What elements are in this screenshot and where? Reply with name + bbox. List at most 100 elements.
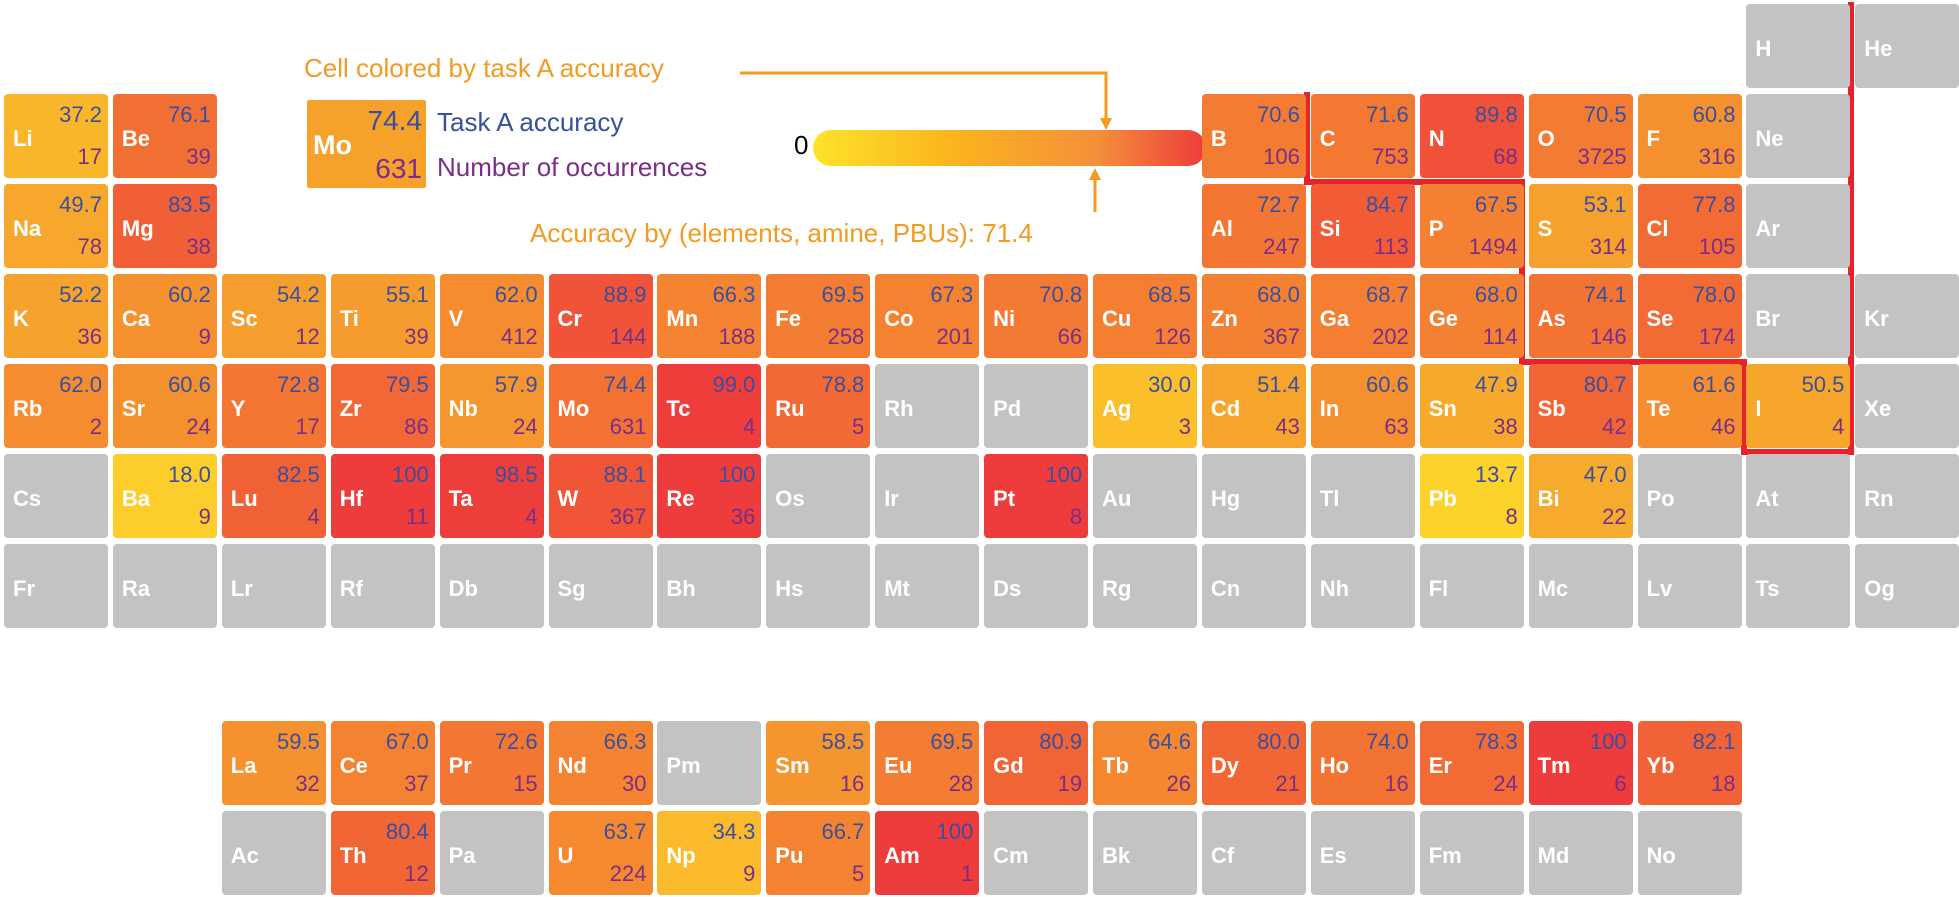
element-count: 24	[513, 414, 538, 439]
element-cell-ru: Ru 78.8 5	[766, 364, 871, 448]
element-symbol: Dy	[1210, 753, 1240, 778]
element-count: 201	[936, 324, 974, 349]
element-accuracy: 89.8	[1474, 102, 1518, 127]
element-symbol: Rh	[884, 396, 914, 421]
element-cell-pd: Pd	[984, 364, 1089, 448]
element-cell-he: He	[1855, 4, 1959, 88]
element-symbol: Tm	[1537, 753, 1571, 778]
element-symbol: Pd	[993, 396, 1022, 421]
element-cell-ho: Ho 74.0 16	[1310, 721, 1415, 805]
element-count: 105	[1698, 234, 1736, 259]
element-count: 32	[295, 771, 320, 796]
element-symbol: K	[13, 306, 29, 331]
element-count: 12	[404, 861, 429, 886]
element-cell-md: Md	[1528, 811, 1633, 895]
element-symbol: O	[1537, 126, 1555, 151]
element-symbol: Si	[1319, 216, 1341, 241]
element-symbol: Sm	[775, 753, 810, 778]
element-count: 5	[852, 861, 865, 886]
element-symbol: Ac	[230, 843, 259, 868]
element-symbol: Zr	[339, 396, 362, 421]
element-cell-cf: Cf	[1201, 811, 1306, 895]
element-count: 753	[1372, 144, 1409, 169]
element-count: 3725	[1577, 144, 1627, 169]
element-cell-i: I 50.5 4	[1746, 364, 1851, 448]
element-accuracy: 80.9	[1039, 729, 1083, 754]
element-cell-ag: Ag 30.0 3	[1093, 364, 1197, 448]
element-cell-fe: Fe 69.5 258	[766, 274, 871, 358]
element-cell-hg: Hg	[1201, 454, 1306, 538]
element-accuracy: 47.9	[1474, 372, 1518, 397]
element-accuracy: 49.7	[59, 192, 102, 217]
element-cell-gd: Gd 80.9 19	[984, 721, 1089, 805]
element-accuracy: 69.5	[930, 729, 974, 754]
element-symbol: Ar	[1755, 216, 1780, 241]
element-count: 3	[1178, 414, 1191, 439]
element-symbol: Fe	[775, 306, 801, 331]
element-cell-mt: Mt	[875, 544, 980, 628]
element-count: 15	[513, 771, 538, 796]
element-accuracy: 88.1	[603, 462, 647, 487]
element-cell-ni: Ni 70.8 66	[984, 274, 1089, 358]
element-cell-mc: Mc	[1528, 544, 1633, 628]
element-symbol: I	[1755, 396, 1762, 421]
element-accuracy: 70.5	[1583, 102, 1627, 127]
element-cell-nb: Nb 57.9 24	[439, 364, 544, 448]
element-count: 12	[295, 324, 320, 349]
element-cell-tl: Tl	[1310, 454, 1415, 538]
element-cell-ti: Ti 55.1 39	[330, 274, 435, 358]
element-cell-ds: Ds	[984, 544, 1089, 628]
element-count: 314	[1589, 234, 1627, 259]
element-count: 8	[1069, 504, 1083, 529]
element-cell-ne: Ne	[1746, 94, 1851, 178]
element-symbol: Mc	[1537, 576, 1569, 601]
element-symbol: Rg	[1102, 576, 1132, 601]
element-symbol: Au	[1102, 486, 1132, 511]
element-symbol: N	[1428, 126, 1445, 151]
element-count: 11	[405, 504, 429, 529]
element-count: 5	[852, 414, 865, 439]
element-cell-fr: Fr	[4, 544, 108, 628]
element-count: 188	[718, 324, 756, 349]
legend-example-count: 631	[375, 153, 422, 184]
element-symbol: Cr	[557, 306, 582, 331]
element-cell-rg: Rg	[1093, 544, 1197, 628]
legend-example-accuracy: 74.4	[367, 105, 423, 136]
element-symbol: Md	[1537, 843, 1570, 868]
element-cell-h: H	[1746, 4, 1851, 88]
element-cell-pb: Pb 13.7 8	[1419, 454, 1524, 538]
element-accuracy: 68.0	[1474, 282, 1518, 307]
element-cell-cu: Cu 68.5 126	[1093, 274, 1197, 358]
element-count: 113	[1373, 234, 1409, 259]
element-symbol: Db	[448, 576, 478, 601]
element-symbol: Cs	[13, 486, 42, 511]
element-cell-ta: Ta 98.5 4	[439, 454, 544, 538]
element-cell-dy: Dy 80.0 21	[1201, 721, 1306, 805]
overall-accuracy-label: Accuracy by (elements, amine, PBUs): 71.…	[530, 218, 1033, 248]
element-accuracy: 52.2	[59, 282, 102, 307]
element-cell-mo: Mo 74.4 631	[548, 364, 653, 448]
element-symbol: H	[1755, 36, 1772, 61]
element-cell-fm: Fm	[1419, 811, 1524, 895]
element-cell-cr: Cr 88.9 144	[548, 274, 653, 358]
element-cell-xe: Xe	[1855, 364, 1959, 448]
element-cell-bh: Bh	[657, 544, 762, 628]
element-count: 316	[1698, 144, 1736, 169]
element-accuracy: 80.4	[385, 819, 429, 844]
element-count: 18	[1711, 771, 1736, 796]
element-symbol: Ca	[121, 306, 151, 331]
element-count: 24	[1493, 771, 1518, 796]
element-symbol: Am	[884, 843, 920, 868]
element-cell-v: V 62.0 412	[439, 274, 544, 358]
element-count: 37	[404, 771, 429, 796]
element-symbol: Nd	[557, 753, 587, 778]
element-cell-ir: Ir	[875, 454, 980, 538]
element-cell-sb: Sb 80.7 42	[1528, 364, 1633, 448]
element-symbol: Xe	[1864, 396, 1892, 421]
count-legend-label: Number of occurrences	[437, 152, 708, 182]
element-symbol: Rf	[339, 576, 363, 601]
element-accuracy: 100	[391, 462, 429, 487]
element-accuracy: 83.5	[168, 192, 211, 217]
element-accuracy: 62.0	[494, 282, 538, 307]
